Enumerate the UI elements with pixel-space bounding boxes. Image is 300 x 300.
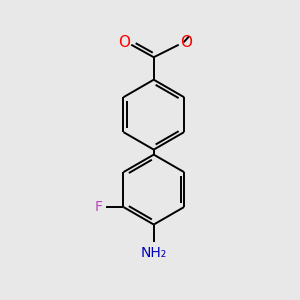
- Text: F: F: [94, 200, 103, 214]
- Text: O: O: [180, 35, 192, 50]
- Text: NH₂: NH₂: [141, 246, 167, 260]
- Text: O: O: [118, 35, 130, 50]
